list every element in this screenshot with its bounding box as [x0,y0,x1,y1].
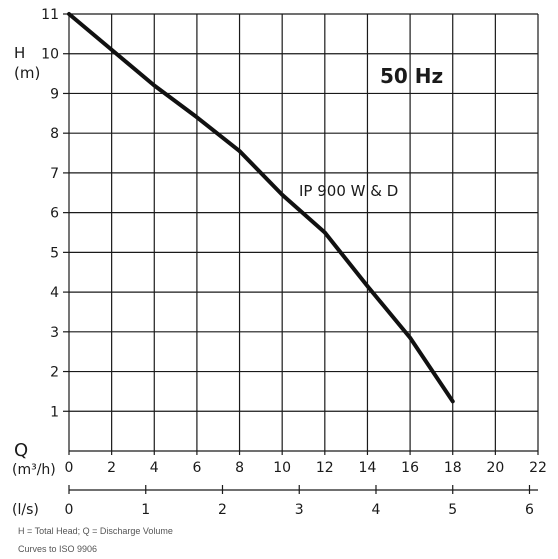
y-tick-label: 7 [50,166,59,182]
series-label: IP 900 W & D [299,182,398,200]
x-tick-label: 6 [192,460,201,476]
y-tick-label: 2 [50,365,59,381]
x-axis-label: Q [14,440,28,461]
y-axis-ticks: 1 2 3 4 5 6 7 8 9 10 11 [41,7,69,420]
x-tick-label: 10 [273,460,291,476]
footnote-standard: Curves to ISO 9906 [18,544,98,554]
x-tick-label: 20 [486,460,504,476]
x-tick-label: 22 [529,460,547,476]
frequency-label: 50 Hz [380,64,443,88]
series-group [67,12,455,404]
y-axis-unit: (m) [14,64,40,82]
x2-tick-label: 0 [65,502,74,518]
x2-tick-label: 2 [218,502,227,518]
y-axis-label: H [14,44,25,62]
y-tick-label: 9 [50,86,59,102]
x-tick-label: 2 [107,460,116,476]
x2-tick-label: 4 [372,502,381,518]
y-tick-label: 1 [50,404,59,420]
y-tick-label: 4 [50,285,59,301]
y-tick-label: 6 [50,206,59,222]
x2-tick-label: 3 [295,502,304,518]
y-tick-label: 5 [50,245,59,261]
grid [68,13,539,452]
series-line [67,12,455,404]
x-axis-unit: (m³/h) [12,462,56,478]
x2-tick-label: 6 [525,502,534,518]
x-tick-label: 12 [316,460,334,476]
x2-tick-label: 1 [141,502,150,518]
y-tick-label: 3 [50,325,59,341]
y-tick-label: 11 [41,7,59,23]
x-tick-label: 4 [150,460,159,476]
x2-tick-label: 5 [448,502,457,518]
x-tick-label: 16 [401,460,419,476]
x-tick-label: 8 [235,460,244,476]
y-tick-label: 8 [50,126,59,142]
y-tick-label: 10 [41,47,59,63]
x2-axis-unit: (l/s) [12,502,39,518]
secondary-x-axis: 0 1 2 3 4 5 6 [65,485,538,518]
x-axis-ticks: 0 2 4 6 8 10 12 14 16 18 20 22 [65,451,547,476]
x-tick-label: 0 [65,460,74,476]
x-tick-label: 18 [444,460,462,476]
x-tick-label: 14 [359,460,377,476]
footnote-definitions: H = Total Head; Q = Discharge Volume [18,526,173,536]
